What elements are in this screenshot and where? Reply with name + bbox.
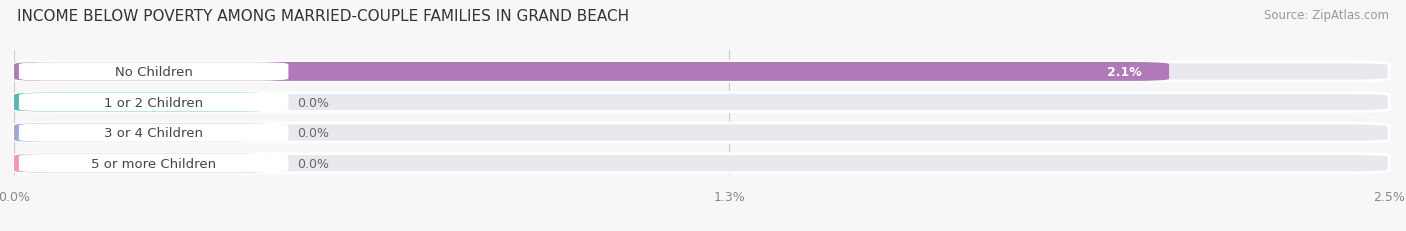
FancyBboxPatch shape — [14, 63, 1389, 82]
FancyBboxPatch shape — [14, 154, 1389, 173]
Text: 2.1%: 2.1% — [1107, 66, 1142, 79]
FancyBboxPatch shape — [14, 63, 1170, 82]
Text: 0.0%: 0.0% — [297, 96, 329, 109]
FancyBboxPatch shape — [20, 64, 288, 81]
FancyBboxPatch shape — [20, 94, 288, 111]
Text: INCOME BELOW POVERTY AMONG MARRIED-COUPLE FAMILIES IN GRAND BEACH: INCOME BELOW POVERTY AMONG MARRIED-COUPL… — [17, 9, 628, 24]
FancyBboxPatch shape — [14, 93, 1389, 112]
FancyBboxPatch shape — [20, 125, 288, 142]
Text: No Children: No Children — [115, 66, 193, 79]
Text: 1 or 2 Children: 1 or 2 Children — [104, 96, 204, 109]
FancyBboxPatch shape — [14, 124, 276, 143]
Text: 5 or more Children: 5 or more Children — [91, 157, 217, 170]
Text: 0.0%: 0.0% — [297, 127, 329, 140]
FancyBboxPatch shape — [20, 155, 288, 172]
Text: Source: ZipAtlas.com: Source: ZipAtlas.com — [1264, 9, 1389, 22]
FancyBboxPatch shape — [14, 124, 1389, 143]
FancyBboxPatch shape — [14, 93, 276, 112]
Text: 0.0%: 0.0% — [297, 157, 329, 170]
Text: 3 or 4 Children: 3 or 4 Children — [104, 127, 202, 140]
FancyBboxPatch shape — [14, 154, 276, 173]
